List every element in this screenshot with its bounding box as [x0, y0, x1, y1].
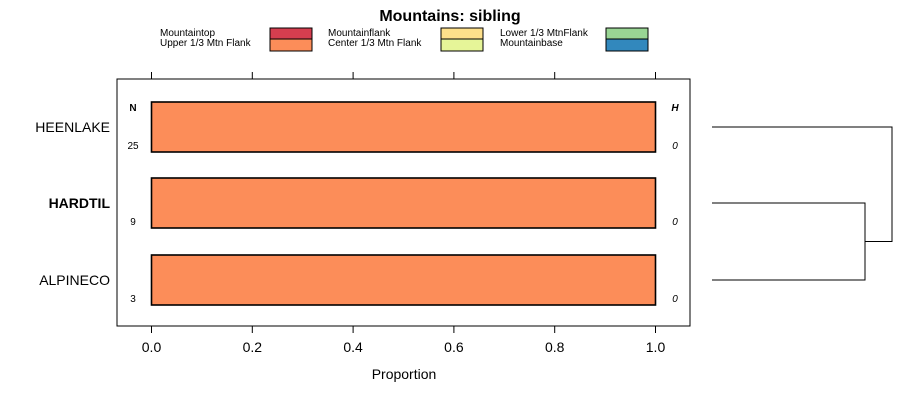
dendrogram-link-root [712, 126, 893, 242]
legend-label: Mountainbase [500, 38, 563, 49]
legend-item-mountainbase: Mountainbase [500, 38, 649, 52]
n-value-alpineco: 3 [130, 294, 136, 305]
legend-item-center-1-3-mtn-flank: Center 1/3 Mtn Flank [328, 38, 484, 52]
bars: 25 0 9 0 3 0 [127, 101, 678, 306]
x-tick-label: 0.2 [243, 339, 263, 355]
category-label-alpineco: ALPINECO [39, 272, 110, 288]
legend-swatch [605, 38, 649, 52]
x-tick-label: 0.4 [343, 339, 363, 355]
legend-label: Upper 1/3 Mtn Flank [160, 38, 252, 49]
legend-label: Center 1/3 Mtn Flank [328, 38, 422, 49]
bar-alpineco-upper-1-3-mtn-flank [150, 254, 657, 306]
h-column-header: H [671, 103, 679, 114]
n-value-hardtil: 9 [130, 217, 136, 228]
x-tick-label: 0.8 [545, 339, 565, 355]
legend-label: Mountaintop [160, 28, 215, 39]
h-value-alpineco: 0 [672, 294, 678, 305]
legend-label: Mountainflank [328, 28, 391, 39]
bar-heenlake-upper-1-3-mtn-flank [150, 101, 657, 153]
category-label-heenlake: HEENLAKE [35, 119, 110, 135]
x-tick-label: 0.0 [142, 339, 162, 355]
n-value-heenlake: 25 [127, 141, 139, 152]
legend-item-upper-1-3-mtn-flank: Upper 1/3 Mtn Flank [160, 38, 313, 52]
n-column-header: N [129, 103, 136, 114]
plot-frame [116, 78, 691, 327]
dendrogram [712, 126, 893, 281]
x-tick-label: 0.6 [444, 339, 464, 355]
h-value-heenlake: 0 [672, 141, 678, 152]
legend-label: Lower 1/3 MtnFlank [500, 28, 589, 39]
legend-swatch [605, 27, 649, 41]
legend-swatch [440, 27, 484, 41]
legend-swatch [440, 38, 484, 52]
legend-swatch [269, 38, 313, 52]
bar-hardtil-upper-1-3-mtn-flank [150, 177, 657, 229]
h-value-hardtil: 0 [672, 217, 678, 228]
category-labels: HEENLAKE HARDTIL ALPINECO [35, 119, 110, 288]
x-axis: 0.0 0.2 0.4 0.6 0.8 1.0 [142, 326, 666, 355]
top-axis-ticks [151, 72, 656, 79]
chart-title: Mountains: sibling [379, 8, 520, 25]
category-label-hardtil: HARDTIL [49, 195, 111, 211]
legend-swatch [269, 27, 313, 41]
x-tick-label: 1.0 [646, 339, 666, 355]
dendrogram-link-hardtil-alpineco [712, 202, 866, 281]
x-axis-label: Proportion [372, 366, 437, 382]
